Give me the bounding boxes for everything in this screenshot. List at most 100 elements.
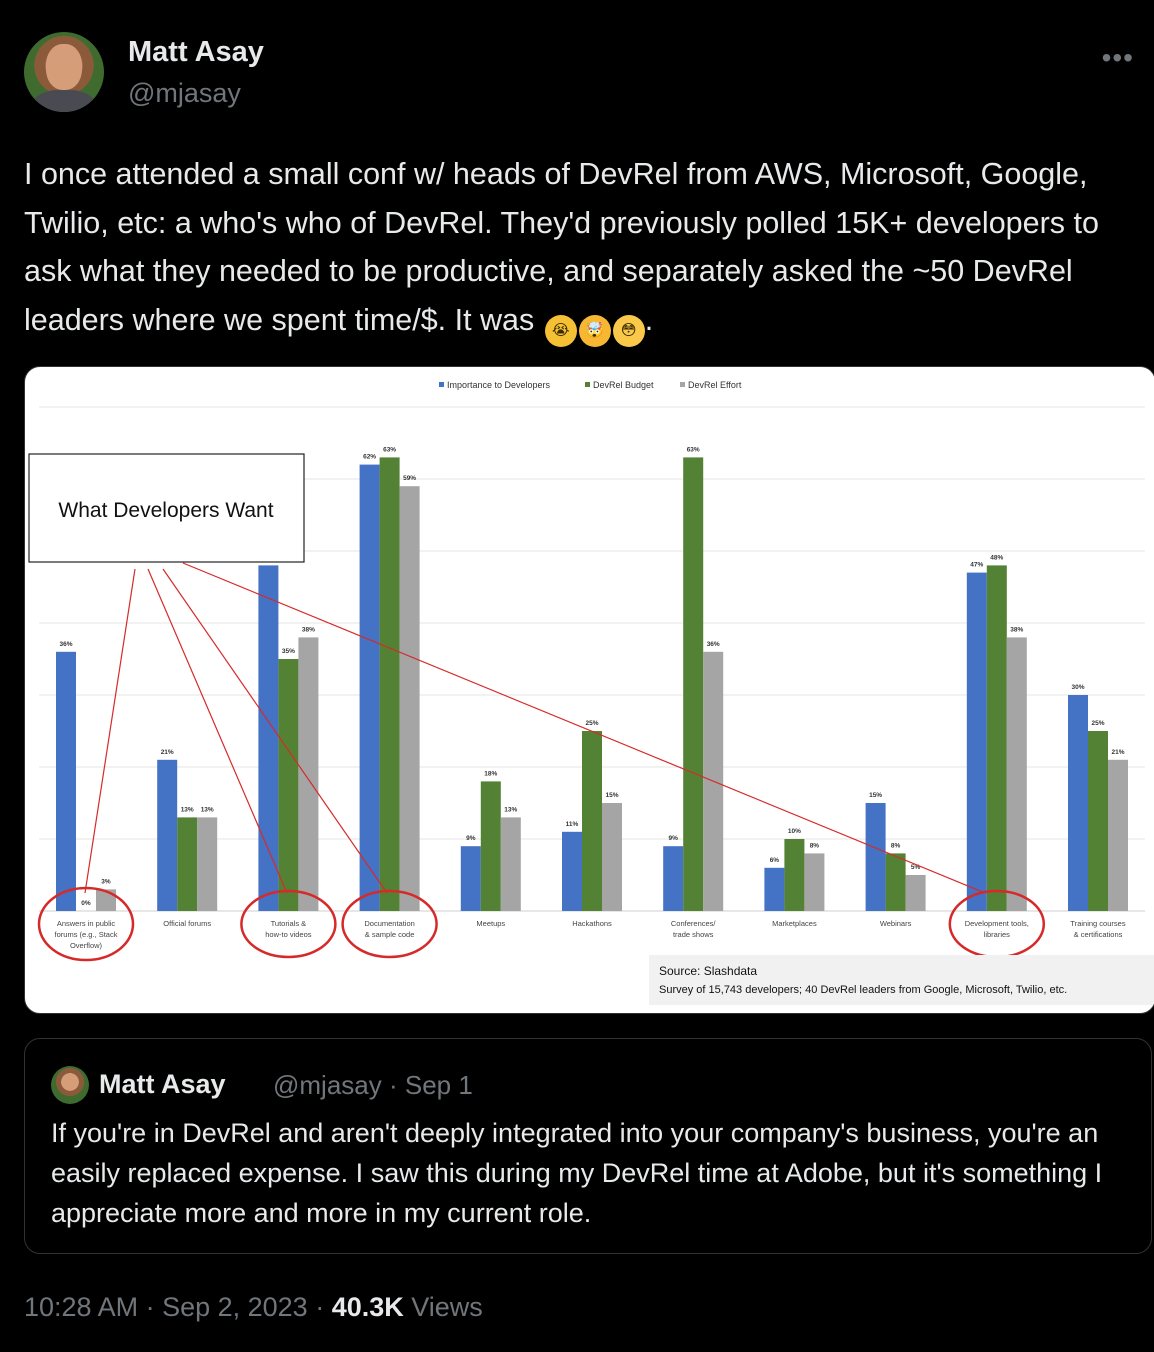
- chart-svg: Importance to Developers DevRel Budget Dev…: [28, 380, 1154, 1005]
- exploding-head-icon: 🤯: [578, 314, 611, 347]
- data-label: 13%: [201, 806, 214, 813]
- bar: [804, 853, 825, 911]
- data-label: 8%: [810, 842, 820, 849]
- data-label: 36%: [707, 641, 720, 648]
- data-label: 30%: [1071, 684, 1084, 691]
- bar: [865, 803, 886, 911]
- bar: [764, 867, 785, 911]
- data-label: 25%: [1091, 720, 1104, 727]
- bar: [298, 637, 319, 911]
- category-label: trade shows: [673, 930, 714, 939]
- category-label: Conferences/: [671, 919, 717, 928]
- bar: [197, 817, 218, 911]
- views-label: Views: [403, 1292, 483, 1322]
- category-label: Hackathons: [572, 919, 612, 928]
- data-label: 13%: [181, 806, 194, 813]
- highlight-circle: [240, 889, 337, 959]
- annotation-line: [162, 568, 388, 894]
- category-label: Documentation: [364, 919, 414, 928]
- legend-swatch: [585, 382, 590, 387]
- author-handle[interactable]: @mjasay: [128, 78, 241, 108]
- highlight-circle: [37, 886, 135, 962]
- data-label: 62%: [363, 454, 376, 461]
- bar: [663, 846, 684, 911]
- bar: [96, 889, 116, 911]
- bar: [905, 875, 926, 911]
- data-label: 25%: [585, 720, 598, 727]
- legend-swatch: [680, 382, 685, 387]
- category-label: Overflow): [70, 941, 103, 950]
- tweet-body: I once attended a small conf w/ heads of…: [24, 157, 1099, 337]
- callout-text: What Developers Want: [58, 499, 273, 522]
- data-label: 18%: [484, 770, 497, 777]
- source-note: Survey of 15,743 developers; 40 DevRel l…: [659, 984, 1067, 996]
- bar: [784, 839, 805, 911]
- quoted-text: If you're in DevRel and aren't deeply in…: [51, 1118, 1103, 1228]
- bar: [278, 659, 299, 911]
- flushed-face-icon: 😳: [612, 314, 645, 347]
- category-label: Answers in public: [57, 919, 116, 928]
- bar: [885, 853, 906, 911]
- annotation-line: [84, 568, 136, 894]
- quoted-date: Sep 1: [404, 1070, 473, 1100]
- more-options-icon[interactable]: •••: [1101, 42, 1134, 73]
- data-label: 0%: [81, 900, 91, 907]
- quoted-separator: ·: [381, 1070, 405, 1100]
- loudly-crying-face-icon: 😭: [544, 314, 577, 347]
- data-label: 59%: [403, 475, 416, 482]
- author-avatar[interactable]: [24, 32, 104, 112]
- category-label: Tutorials &: [271, 919, 307, 928]
- callout-box: [28, 453, 305, 563]
- data-label: 15%: [869, 792, 882, 799]
- data-label: 15%: [605, 792, 618, 799]
- bar: [460, 846, 481, 911]
- data-label: 63%: [687, 446, 700, 453]
- annotation-line: [147, 568, 288, 894]
- data-label: 11%: [566, 821, 579, 828]
- category-label: & certifications: [1074, 930, 1123, 939]
- legend-swatch: [439, 382, 444, 387]
- highlight-circle: [341, 889, 438, 959]
- data-label: 3%: [101, 878, 111, 885]
- bar: [157, 759, 178, 911]
- tweet-header: Matt Asay @mjasay •••: [24, 32, 1134, 112]
- bar: [986, 565, 1007, 911]
- bar: [56, 651, 76, 911]
- category-label: Development tools,: [965, 919, 1029, 928]
- data-label: 35%: [282, 648, 295, 655]
- category-label: Webinars: [880, 919, 912, 928]
- bar: [1108, 759, 1128, 911]
- data-label: 6%: [770, 857, 780, 864]
- bar: [562, 831, 582, 911]
- data-label: 47%: [970, 562, 983, 569]
- category-label: Training courses: [1070, 919, 1125, 928]
- source-box: [649, 955, 1154, 1005]
- quoted-tweet[interactable]: Matt Asay @mjasay · Sep 1 If you're in D…: [24, 1038, 1152, 1254]
- bar: [1088, 731, 1108, 911]
- legend-label: Importance to Developers: [447, 380, 551, 390]
- data-label: 21%: [1111, 749, 1124, 756]
- category-label: Marketplaces: [772, 919, 817, 928]
- data-label: 10%: [788, 828, 801, 835]
- bar: [582, 731, 602, 911]
- legend-label: DevRel Budget: [593, 380, 654, 390]
- timestamp[interactable]: 10:28 AM · Sep 2, 2023 ·: [24, 1292, 332, 1322]
- chart-image[interactable]: Importance to Developers DevRel Budget Dev…: [24, 366, 1154, 1014]
- category-label: forums (e.g., Stack: [55, 930, 118, 939]
- tweet-text-end: .: [644, 302, 654, 337]
- data-label: 8%: [891, 842, 901, 849]
- category-label: Official forums: [163, 919, 211, 928]
- quoted-meta: @mjasay · Sep 1: [273, 1070, 473, 1101]
- data-label: 36%: [59, 641, 72, 648]
- category-label: how-to videos: [265, 930, 312, 939]
- data-label: 9%: [466, 835, 476, 842]
- category-label: & sample code: [365, 930, 415, 939]
- bar: [500, 817, 521, 911]
- bar: [602, 803, 622, 911]
- bar: [379, 457, 400, 911]
- author-name[interactable]: Matt Asay: [128, 36, 264, 68]
- category-label: Meetups: [476, 919, 505, 928]
- source-text: Source: Slashdata: [659, 964, 757, 978]
- bar: [177, 817, 198, 911]
- data-label: 5%: [911, 864, 921, 871]
